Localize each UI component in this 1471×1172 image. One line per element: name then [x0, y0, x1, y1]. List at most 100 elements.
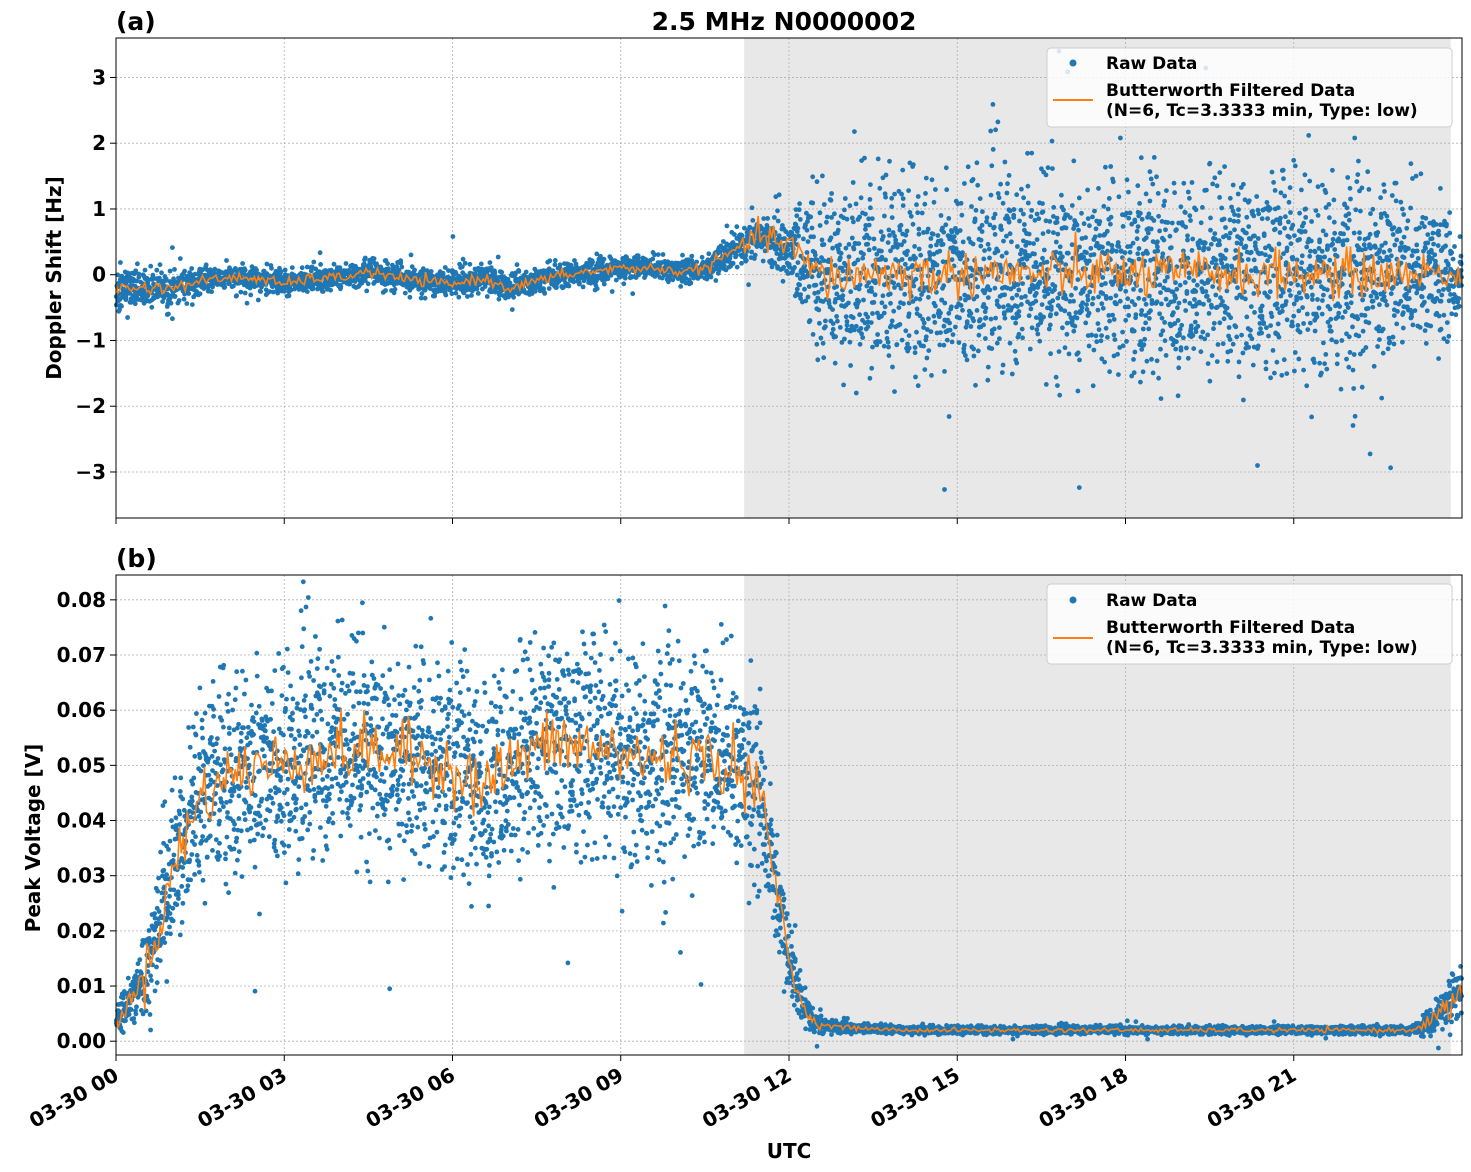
raw-data-point: [794, 213, 800, 219]
raw-data-point: [1360, 328, 1366, 334]
raw-data-point: [1055, 295, 1061, 301]
raw-data-point: [577, 280, 582, 286]
raw-data-point: [1064, 331, 1070, 337]
raw-data-point: [953, 324, 958, 330]
raw-data-point: [1233, 248, 1239, 253]
raw-data-point: [849, 235, 855, 241]
raw-data-point: [1090, 214, 1095, 220]
raw-data-point: [1143, 320, 1148, 326]
raw-data-point: [1201, 245, 1207, 250]
raw-data-point: [1346, 364, 1352, 370]
raw-data-point: [1115, 240, 1121, 245]
raw-data-point: [1267, 254, 1273, 259]
raw-data-point: [866, 235, 872, 241]
raw-data-point: [1185, 233, 1190, 239]
raw-data-point: [1018, 207, 1024, 213]
raw-data-point: [974, 294, 980, 299]
raw-data-point: [1157, 228, 1162, 234]
raw-data-point: [997, 325, 1002, 330]
raw-data-point: [1221, 216, 1227, 222]
raw-data-point: [1001, 304, 1006, 310]
raw-data-point: [871, 300, 877, 305]
raw-data-point: [1194, 282, 1200, 288]
raw-data-point: [1167, 233, 1173, 239]
raw-data-point: [1367, 231, 1373, 237]
raw-data-point: [1007, 340, 1013, 346]
raw-data-point: [906, 311, 912, 317]
raw-data-point: [953, 246, 959, 252]
raw-data-point: [1370, 206, 1376, 212]
raw-data-point: [991, 326, 997, 332]
raw-data-point: [880, 293, 886, 299]
raw-data-point: [1155, 244, 1160, 250]
raw-data-point: [921, 343, 926, 349]
raw-data-point: [1136, 256, 1142, 262]
raw-data-point: [942, 369, 947, 374]
raw-data-point: [832, 263, 838, 268]
raw-data-point: [264, 261, 270, 267]
raw-data-point: [1025, 183, 1031, 189]
raw-data-point: [1279, 372, 1285, 378]
raw-data-point: [1094, 339, 1100, 345]
raw-data-point: [1169, 220, 1175, 226]
raw-data-point: [186, 291, 192, 296]
raw-data-point: [734, 224, 740, 230]
raw-data-point: [699, 254, 705, 260]
raw-data-point: [1243, 296, 1248, 302]
raw-data-point: [1346, 211, 1352, 217]
raw-data-point: [1223, 225, 1228, 230]
raw-data-point: [1373, 245, 1378, 250]
raw-data-point: [1126, 189, 1131, 195]
raw-data-point: [1100, 244, 1105, 250]
raw-data-point: [957, 228, 963, 233]
raw-data-point: [981, 256, 987, 262]
raw-data-point: [999, 253, 1005, 259]
raw-data-point: [1103, 281, 1108, 286]
raw-data-point: [1323, 232, 1329, 238]
raw-data-point: [857, 214, 862, 220]
raw-data-point: [830, 321, 836, 326]
raw-data-point: [209, 289, 215, 295]
raw-data-point: [150, 272, 156, 278]
raw-data-point: [1090, 295, 1096, 301]
raw-data-point: [1048, 312, 1053, 317]
raw-data-point: [883, 194, 888, 200]
raw-data-point: [1188, 323, 1194, 329]
raw-data-point: [960, 250, 965, 256]
raw-data-point: [267, 289, 273, 294]
raw-data-point: [1126, 313, 1132, 318]
raw-data-point: [1089, 332, 1094, 338]
raw-data-point: [1108, 164, 1114, 169]
raw-data-point: [987, 287, 993, 293]
raw-data-point: [1064, 320, 1070, 326]
raw-data-point: [160, 299, 166, 304]
raw-data-point: [1158, 396, 1164, 401]
raw-data-point: [844, 322, 850, 328]
raw-data-point: [1298, 295, 1304, 301]
raw-data-point: [1228, 315, 1234, 321]
raw-data-point: [1149, 356, 1154, 362]
raw-data-point: [1052, 283, 1058, 289]
raw-data-point: [1195, 323, 1201, 329]
raw-data-point: [1114, 248, 1119, 254]
raw-data-point: [1198, 220, 1204, 226]
raw-data-point: [1400, 325, 1406, 331]
raw-data-point: [1387, 222, 1393, 228]
raw-data-point: [428, 269, 434, 274]
raw-data-point: [870, 311, 875, 316]
raw-data-point: [231, 283, 236, 289]
raw-data-point: [1227, 195, 1233, 201]
raw-data-point: [1140, 369, 1146, 375]
raw-data-point: [630, 291, 636, 297]
raw-data-point: [1391, 341, 1397, 347]
raw-data-point: [885, 240, 891, 246]
raw-data-point: [867, 375, 873, 381]
raw-data-point: [1259, 330, 1264, 336]
raw-data-point: [1297, 210, 1302, 216]
raw-data-point: [1266, 333, 1271, 339]
raw-data-point: [1263, 359, 1269, 365]
raw-data-point: [889, 195, 895, 201]
raw-data-point: [1057, 244, 1063, 250]
raw-data-point: [1241, 181, 1246, 187]
raw-data-point: [964, 357, 970, 363]
